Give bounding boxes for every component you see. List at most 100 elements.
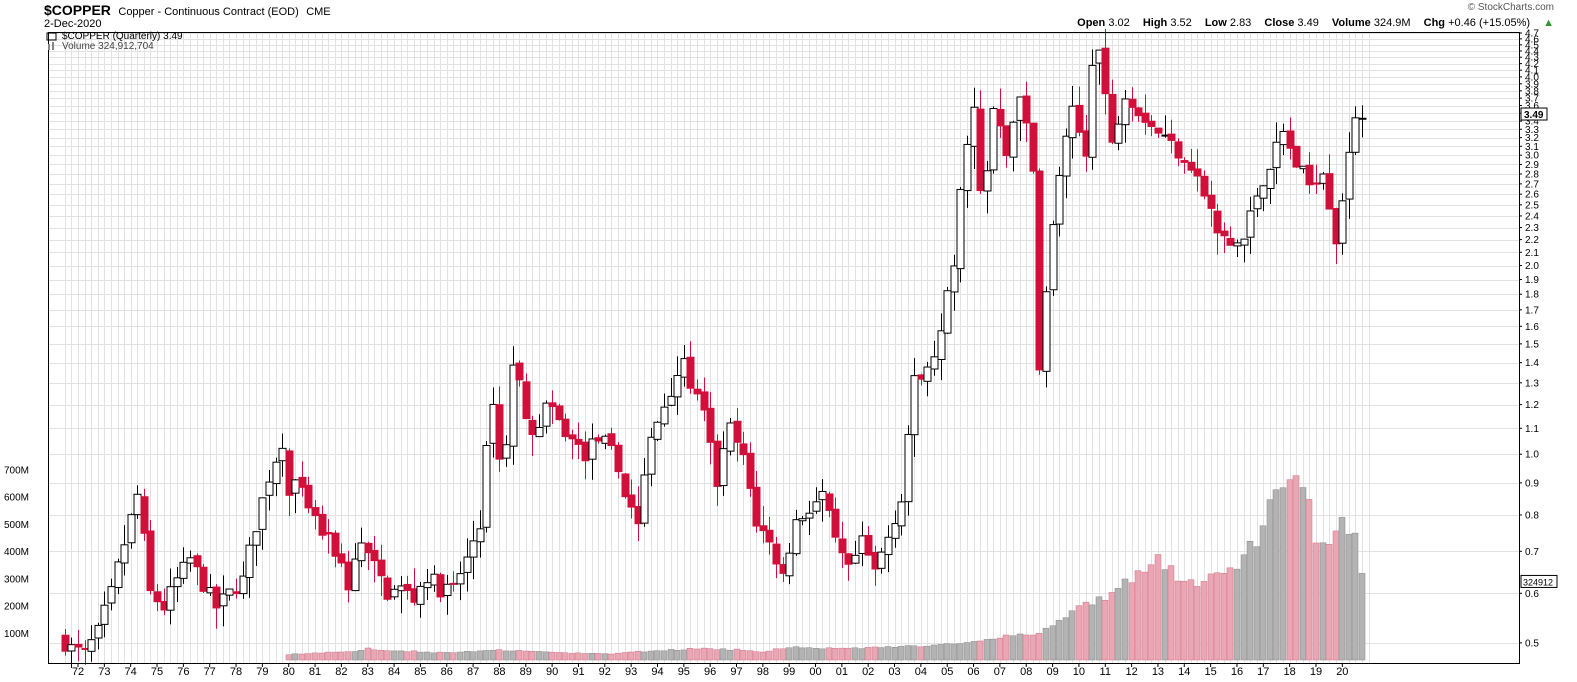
volume-bar (337, 651, 345, 661)
candle-body (844, 553, 853, 565)
candle-body (456, 573, 465, 585)
volume-bar (627, 651, 635, 661)
candle-body (607, 433, 616, 447)
candle-body (344, 561, 353, 591)
x-tick-label: 20 (1336, 666, 1348, 678)
candle-body (851, 554, 860, 564)
price-tick-label: 3.4 (1525, 117, 1539, 128)
candle-body (653, 421, 662, 440)
price-tick-label: 2.4 (1525, 211, 1539, 222)
candle-body (963, 143, 972, 192)
volume-tick-label: 200M (4, 602, 29, 613)
candle-body (522, 381, 531, 420)
volume-bar (1022, 634, 1030, 661)
plot-frame (48, 32, 1520, 664)
candle-body (272, 461, 281, 485)
x-tick-label: 99 (783, 666, 795, 678)
price-tick-label: 4.7 (1525, 29, 1539, 40)
candle-body (337, 553, 346, 564)
volume-bar (495, 649, 503, 661)
candle-body (719, 448, 728, 487)
volume-tick-label: 500M (4, 520, 29, 531)
candle-body (746, 452, 755, 489)
x-tick-label: 13 (1152, 666, 1164, 678)
candle-body (265, 481, 274, 496)
volume-tick-label: 400M (4, 547, 29, 558)
price-tick-label: 1.4 (1525, 358, 1539, 369)
volume-bar (943, 643, 951, 661)
volume-bar (390, 650, 398, 661)
x-tick-label: 03 (888, 666, 900, 678)
x-tick-label: 01 (836, 666, 848, 678)
x-tick-label: 17 (1257, 666, 1269, 678)
volume-bar (621, 652, 629, 661)
candle-body (1022, 95, 1031, 124)
candle-body (733, 420, 742, 443)
x-tick-label: 78 (230, 666, 242, 678)
volume-bar (739, 650, 747, 661)
price-tick-label: 2.8 (1525, 169, 1539, 180)
last-volume-label: 324912 (1523, 577, 1553, 587)
x-tick-label: 05 (941, 666, 953, 678)
price-tick-label: 0.8 (1525, 510, 1539, 521)
volume-bar (1351, 532, 1359, 661)
volume-bar (1029, 634, 1037, 661)
volume-bar (1193, 586, 1201, 661)
volume-bar (1259, 525, 1267, 661)
x-tick-label: 74 (125, 666, 137, 678)
volume-bar (904, 645, 912, 661)
candle-legend-icon (46, 32, 57, 41)
volume-bar (858, 648, 866, 661)
x-tick-label: 00 (809, 666, 821, 678)
candle-body (1134, 107, 1143, 117)
candle-body (864, 535, 873, 556)
volume-bar (1016, 633, 1024, 661)
volume-bar (357, 650, 365, 661)
candle-body (930, 356, 939, 370)
volume-bar (1279, 487, 1287, 661)
x-tick-label: 85 (414, 666, 426, 678)
volume-bar (509, 650, 517, 661)
price-tick-label: 2.3 (1525, 223, 1539, 234)
candle-body (1345, 151, 1354, 200)
candle-body (495, 404, 504, 460)
candle-body (423, 582, 432, 589)
volume-bar (634, 650, 642, 661)
volume-bar (680, 649, 688, 661)
volume-bar (1253, 546, 1261, 661)
volume-bar (476, 650, 484, 661)
volume-bar (324, 651, 332, 661)
volume-bar (482, 650, 490, 661)
candle-body (285, 450, 294, 496)
candle-body (805, 512, 814, 519)
candle-body (1279, 130, 1288, 146)
volume-bar (542, 651, 550, 661)
price-tick-label: 4.6 (1525, 34, 1539, 45)
candle-body (1141, 112, 1150, 123)
price-tick-label: 1.5 (1525, 339, 1539, 350)
candle-body (1358, 117, 1367, 120)
x-tick-label: 95 (678, 666, 690, 678)
volume-bar (1187, 579, 1195, 661)
candle-body (225, 588, 234, 596)
legend-icons (46, 32, 57, 50)
high-value: High 3.52 (1142, 17, 1192, 29)
axes: 0.5 0.6 0.7 0.8 0.9 1.0 1.1 1.2 1.3 1.4 1.5 1.6 1.7 1… (4, 29, 1558, 678)
volume-bar (1161, 569, 1169, 661)
volume-bar (1049, 625, 1057, 661)
candle-body (1049, 224, 1058, 291)
x-tick-label: 07 (994, 666, 1006, 678)
candle-body (120, 544, 129, 564)
candle-body (956, 188, 965, 270)
candle-body (298, 476, 307, 488)
candle-body (614, 444, 623, 473)
candle-body (509, 364, 518, 447)
x-tick-label: 75 (151, 666, 163, 678)
candle-body (812, 501, 821, 512)
volume-bar (502, 650, 510, 661)
candle-body (324, 532, 333, 535)
x-tick-label: 76 (177, 666, 189, 678)
volume-bar (1035, 633, 1043, 661)
brand[interactable]: © StockCharts.com (1467, 2, 1554, 13)
volume-bar (1246, 540, 1254, 661)
